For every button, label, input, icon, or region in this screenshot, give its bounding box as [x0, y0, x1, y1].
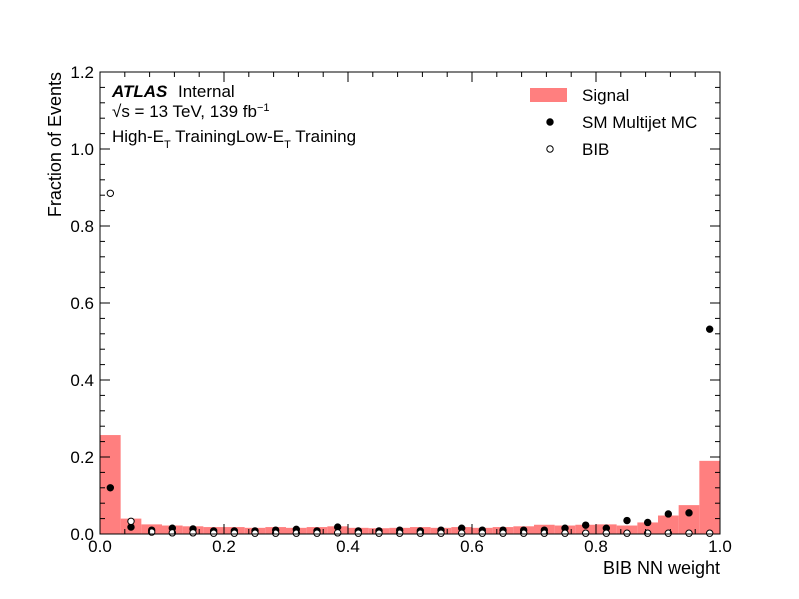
data-point [127, 517, 135, 525]
y-tick-label: 0.6 [70, 294, 94, 313]
y-tick-label: 0.8 [70, 217, 94, 236]
status-label: Internal [178, 82, 235, 101]
data-point [209, 529, 218, 537]
data-point [643, 518, 652, 527]
x-tick-label: 0.2 [212, 537, 236, 556]
data-point [189, 529, 197, 537]
legend-marker [546, 145, 554, 153]
y-tick-label: 0.4 [70, 371, 94, 390]
data-point [685, 509, 693, 517]
data-point [581, 529, 590, 537]
x-tick-label: 0.0 [88, 537, 112, 556]
data-point [333, 529, 342, 537]
data-point [313, 529, 321, 537]
signal-bar [575, 524, 596, 534]
legend-label: SM Multijet MC [582, 113, 697, 132]
training-label: High-ET TrainingLow-ET Training [112, 127, 356, 151]
energy-part: −1 [257, 102, 270, 114]
data-point [230, 529, 239, 537]
signal-bar [637, 522, 658, 534]
legend-marker [546, 118, 554, 126]
y-tick-label: 0.2 [70, 448, 94, 467]
y-tick-label: 1.2 [70, 63, 94, 82]
x-tick-label: 0.4 [336, 537, 360, 556]
data-point [354, 529, 363, 537]
legend-label: BIB [582, 140, 609, 159]
data-point [623, 529, 631, 537]
data-point [457, 529, 466, 537]
legend-label: Signal [582, 86, 629, 105]
energy-part: √s = 13 TeV, 139 fb [112, 102, 257, 121]
data-point [623, 516, 631, 525]
data-point [705, 529, 714, 537]
training-part: High-E [112, 127, 164, 146]
energy-label: √s = 13 TeV, 139 fb−1 [112, 102, 270, 121]
training-part: T [164, 139, 171, 151]
signal-bar [678, 505, 700, 534]
data-point [602, 529, 611, 537]
data-point [705, 325, 714, 333]
data-point [478, 529, 487, 537]
x-tick-label: 1.0 [708, 537, 732, 556]
data-point [106, 484, 115, 492]
legend-swatch [530, 88, 567, 102]
data-point [437, 529, 445, 537]
x-tick-label: 0.8 [584, 537, 608, 556]
data-point [561, 529, 569, 537]
signal-bar [658, 515, 679, 534]
data-point [664, 510, 673, 518]
training-part: Training [291, 127, 356, 146]
experiment-label: ATLAS [111, 82, 168, 101]
data-point [251, 529, 259, 537]
data-point [106, 189, 115, 197]
data-point [375, 529, 383, 537]
data-point [581, 521, 590, 529]
x-axis-label: BIB NN weight [603, 558, 720, 578]
data-point [685, 529, 693, 537]
y-tick-label: 1.0 [70, 140, 94, 159]
y-tick-label: 0.0 [70, 525, 94, 544]
signal-bar [699, 460, 720, 534]
data-point [499, 529, 507, 537]
training-part: TrainingLow-E [171, 127, 284, 146]
x-tick-label: 0.6 [460, 537, 484, 556]
y-axis-label: Fraction of Events [45, 72, 65, 217]
training-part: T [284, 139, 291, 151]
